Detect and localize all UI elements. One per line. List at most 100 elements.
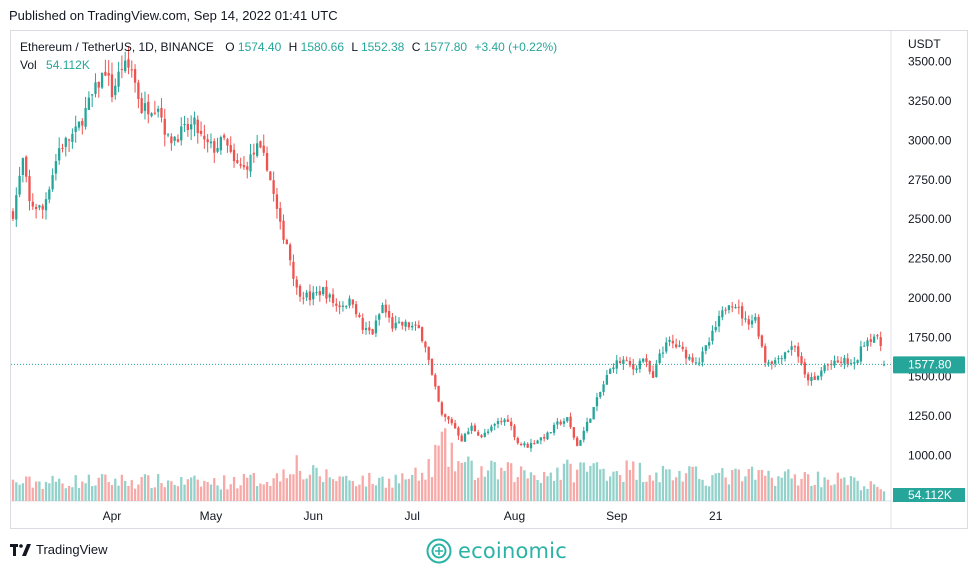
candle-body	[157, 108, 160, 112]
x-tick-label: 21	[709, 509, 723, 523]
volume-bar	[391, 487, 394, 501]
volume-bar	[424, 479, 427, 501]
volume-bar	[579, 462, 582, 501]
volume-bar	[130, 480, 133, 501]
candle-body	[806, 374, 810, 381]
candle-body	[351, 299, 354, 305]
candle-body	[374, 320, 378, 334]
candle-body	[787, 351, 790, 353]
volume-bar	[371, 483, 374, 501]
candle-body	[292, 261, 295, 279]
candle-body	[731, 306, 734, 308]
volume-bar	[783, 471, 787, 501]
volume-bar	[714, 473, 717, 501]
volume-bar	[800, 478, 803, 501]
candle-body	[823, 365, 826, 372]
price-candles	[11, 46, 886, 452]
candle-body	[272, 180, 275, 194]
price-axis[interactable]: 3500.00 3250.00 3000.00 2750.00 2500.00 2250.…	[908, 55, 952, 502]
volume-bar	[609, 476, 612, 501]
chart-panel[interactable]: 3500.00 3250.00 3000.00 2750.00 2500.00 2250.…	[10, 30, 968, 529]
candle-body	[684, 349, 688, 359]
tradingview-logo[interactable]: TradingView	[10, 542, 108, 557]
volume-bar	[143, 474, 147, 501]
volume-bar	[196, 479, 199, 501]
volume-bar	[239, 485, 242, 501]
volume-bar	[585, 471, 589, 501]
volume-bar	[486, 470, 490, 501]
candle-body	[345, 306, 348, 308]
volume-bar	[820, 487, 823, 501]
candle-body	[668, 339, 671, 342]
candle-body	[173, 136, 176, 141]
candle-body	[783, 352, 787, 359]
volume-bar	[288, 474, 292, 501]
volume-bar	[170, 481, 173, 501]
candle-body	[41, 205, 44, 210]
candle-body	[196, 119, 199, 134]
candle-body	[609, 369, 612, 374]
volume-bar	[364, 486, 368, 501]
candle-body	[813, 376, 816, 380]
candle-body	[381, 305, 384, 314]
volume-bar	[740, 481, 744, 501]
candle-body	[279, 208, 282, 222]
volume-bar	[698, 478, 701, 501]
volume-bar	[754, 479, 757, 501]
candle-body	[717, 316, 721, 327]
candle-body	[833, 360, 836, 366]
candlestick-chart[interactable]: 3500.00 3250.00 3000.00 2750.00 2500.00 2250.…	[11, 31, 967, 528]
currency-label: USDT	[908, 37, 941, 51]
candle-body	[503, 419, 506, 423]
volume-bar	[417, 480, 420, 501]
volume-bar	[661, 465, 665, 501]
candle-body	[510, 421, 513, 427]
volume-bar	[249, 474, 252, 501]
volume-bar	[727, 484, 731, 501]
candle-body	[11, 211, 15, 219]
volume-bar	[298, 470, 302, 501]
candle-body	[770, 361, 773, 364]
y-tick-label: 2750.00	[908, 173, 952, 187]
volume-bar	[67, 485, 71, 501]
candle-body	[226, 139, 229, 146]
candle-body	[467, 431, 470, 435]
volume-bar	[546, 476, 549, 501]
volume-bar	[810, 485, 813, 501]
candle-body	[18, 175, 21, 195]
time-axis[interactable]: Apr May Jun Jul Aug Sep 21	[103, 509, 723, 523]
tradingview-icon	[10, 543, 31, 556]
volume-bar	[721, 468, 724, 501]
volume-bar	[605, 480, 609, 501]
volume-bar	[394, 474, 397, 501]
volume-bar	[15, 482, 18, 501]
volume-bar	[757, 470, 760, 501]
volume-bar	[321, 482, 325, 501]
volume-bar	[780, 477, 783, 501]
candle-body	[734, 306, 737, 309]
candle-body	[312, 292, 315, 300]
volume-bar	[483, 476, 486, 501]
candle-body	[295, 279, 298, 288]
y-tick-label: 2500.00	[908, 212, 952, 226]
volume-bar	[87, 474, 91, 501]
candle-body	[615, 360, 618, 369]
volume-bar	[312, 465, 315, 501]
candle-body	[612, 367, 615, 370]
ohlc-legend: Ethereum / TetherUS, 1D, BINANCE O 1574.…	[20, 40, 557, 54]
candle-body	[638, 360, 642, 370]
candle-body	[94, 82, 97, 94]
volume-bar	[582, 462, 585, 501]
candle-body	[147, 101, 150, 115]
volume-bar	[793, 474, 797, 501]
volume-bar	[457, 461, 460, 501]
candle-body	[48, 189, 51, 200]
candle-body	[246, 166, 249, 170]
candle-body	[252, 152, 255, 155]
candle-body	[694, 362, 698, 364]
candle-body	[698, 362, 701, 364]
volume-bar	[18, 484, 21, 501]
volume-bar	[625, 460, 628, 501]
volume-bar	[830, 485, 833, 501]
volume-bar	[671, 480, 675, 501]
